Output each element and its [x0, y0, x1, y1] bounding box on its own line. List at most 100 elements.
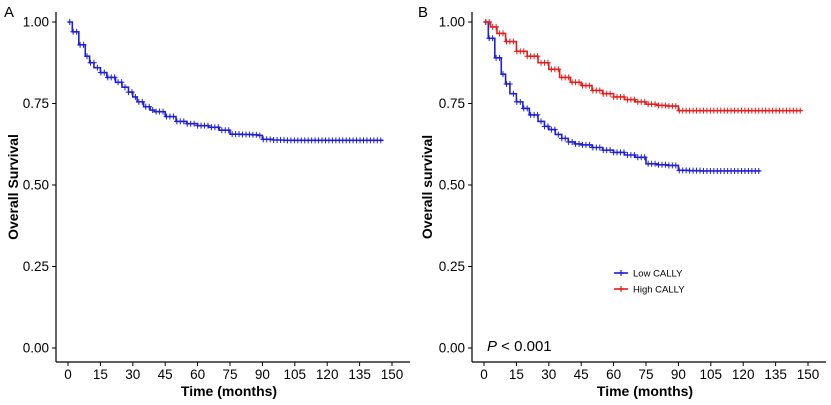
- censor-mark: [621, 149, 627, 156]
- censor-mark: [267, 136, 273, 143]
- legend-swatch-mark: [618, 270, 624, 276]
- censor-mark: [489, 35, 496, 42]
- y-axis-title: Overall survival: [419, 135, 435, 239]
- x-axis-title: Time (months): [597, 383, 693, 399]
- censor-mark: [586, 82, 593, 89]
- x-tick-label: 0: [64, 367, 72, 382]
- censor-mark: [524, 105, 530, 112]
- censor-mark: [641, 154, 648, 161]
- legend-item: Low CALLY: [614, 269, 683, 280]
- censor-mark: [73, 28, 80, 35]
- censor-mark: [534, 53, 541, 60]
- censor-mark: [586, 141, 593, 148]
- censor-mark: [673, 162, 679, 169]
- censor-mark: [500, 30, 506, 37]
- legend-swatch-mark: [618, 286, 624, 292]
- censor-mark: [662, 161, 669, 168]
- censor-mark: [257, 132, 263, 139]
- censor-mark: [545, 59, 551, 66]
- censor-marks: [482, 19, 804, 114]
- censor-mark: [520, 48, 527, 55]
- censor-mark: [118, 79, 125, 86]
- x-tick-label: 135: [764, 367, 787, 382]
- censor-mark: [101, 69, 108, 76]
- censor-mark: [545, 123, 551, 130]
- x-tick-label: 0: [480, 367, 488, 382]
- censor-mark: [507, 80, 513, 87]
- censor-mark: [149, 107, 156, 114]
- x-tick-label: 75: [638, 367, 653, 382]
- x-tick-label: 105: [700, 367, 723, 382]
- legend-item: High CALLY: [614, 285, 685, 296]
- x-tick-label: 150: [797, 367, 820, 382]
- x-tick-label: 90: [255, 367, 270, 382]
- legend-label: High CALLY: [633, 285, 685, 296]
- censor-mark: [797, 107, 804, 114]
- censor-mark: [139, 98, 146, 105]
- y-tick-label: 1.00: [23, 15, 49, 30]
- survival-curve: [484, 21, 802, 112]
- panel-label: B: [418, 4, 428, 21]
- censor-mark: [486, 19, 492, 25]
- censor-mark: [576, 140, 582, 147]
- x-tick-label: 45: [574, 367, 589, 382]
- censor-mark: [576, 79, 582, 86]
- x-tick-label: 90: [671, 367, 686, 382]
- censor-mark: [225, 127, 232, 134]
- y-tick-label: 0.25: [23, 259, 49, 274]
- x-tick-label: 30: [125, 367, 140, 382]
- p-value-text: < 0.001: [497, 338, 552, 355]
- censor-mark: [122, 84, 128, 91]
- censor-mark: [517, 98, 524, 105]
- censor-mark: [500, 71, 506, 78]
- x-tick-label: 105: [284, 367, 307, 382]
- censor-mark: [607, 147, 613, 154]
- censor-mark: [621, 93, 627, 100]
- y-tick-label: 0.25: [439, 259, 465, 274]
- censor-mark: [631, 96, 638, 103]
- y-tick-label: 0.50: [439, 178, 465, 193]
- y-tick-label: 0.50: [23, 178, 49, 193]
- censor-mark: [496, 54, 503, 61]
- censor-mark: [191, 120, 197, 127]
- survival-curve: [68, 21, 384, 142]
- censor-marks: [66, 19, 384, 144]
- x-tick-label: 120: [732, 367, 755, 382]
- censor-mark: [80, 41, 87, 48]
- censor-mark: [641, 98, 648, 105]
- censor-mark: [607, 90, 613, 97]
- x-tick-label: 120: [316, 367, 339, 382]
- censor-mark: [510, 38, 517, 45]
- x-tick-label: 150: [381, 367, 404, 382]
- censor-mark: [596, 87, 603, 94]
- x-tick-label: 15: [93, 367, 108, 382]
- censor-mark: [569, 138, 575, 145]
- censor-mark: [631, 152, 638, 159]
- y-tick-label: 0.75: [23, 96, 49, 111]
- x-tick-label: 135: [348, 367, 371, 382]
- censor-mark: [66, 19, 73, 25]
- censor-mark: [170, 113, 177, 120]
- legend-label: Low CALLY: [633, 269, 683, 280]
- censor-mark: [84, 53, 90, 60]
- censor-mark: [755, 167, 762, 174]
- censor-mark: [215, 124, 222, 131]
- censor-mark: [555, 66, 562, 73]
- censor-mark: [205, 122, 211, 129]
- censor-mark: [146, 103, 153, 110]
- censor-mark: [652, 101, 658, 108]
- y-tick-label: 0.75: [439, 96, 465, 111]
- series-1: [482, 19, 804, 114]
- censor-mark: [180, 118, 187, 125]
- censor-mark: [534, 111, 541, 118]
- legend: Low CALLY High CALLY: [614, 269, 685, 296]
- chart-panel-a: A 0.00 0.25 0.50 0.75 1.00 0 15 30 45 60 75 90 105 120…: [4, 4, 410, 399]
- p-value-symbol: P: [487, 338, 497, 355]
- censor-mark: [94, 64, 101, 71]
- censor-mark: [253, 131, 260, 138]
- p-value-annotation: P < 0.001: [487, 338, 552, 355]
- chart-panel-b: B 0.00 0.25 0.50 0.75 1.00 0 15 30 45 60 75 90 105 120…: [418, 4, 826, 399]
- x-tick-label: 60: [606, 367, 621, 382]
- censor-mark: [129, 89, 135, 96]
